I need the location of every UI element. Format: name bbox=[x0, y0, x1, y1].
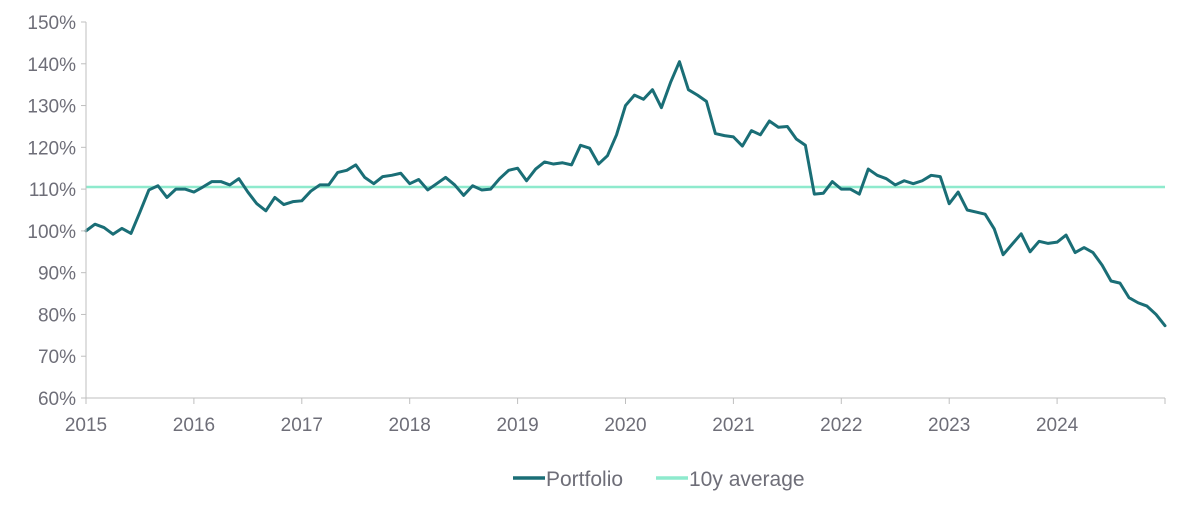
y-tick-label: 110% bbox=[29, 180, 76, 201]
y-tick-label: 90% bbox=[38, 264, 76, 285]
x-tick-label: 2016 bbox=[173, 415, 215, 436]
series-line-portfolio bbox=[84, 60, 1167, 328]
legend-label-portfolio: Portfolio bbox=[546, 468, 623, 491]
axes: 60% 70% 80% 90% 100% 110% 120% 130% 140% 150% 2015… bbox=[27, 13, 1166, 436]
y-tick-label: 150% bbox=[27, 13, 76, 34]
y-tick-label: 60% bbox=[38, 389, 76, 410]
y-tick-label: 100% bbox=[27, 222, 76, 243]
x-tick-label: 2017 bbox=[281, 415, 323, 436]
x-tick-label: 2023 bbox=[928, 415, 970, 436]
legend-label-10y-average: 10y average bbox=[689, 468, 805, 491]
x-tick-label: 2022 bbox=[820, 415, 862, 436]
x-tick-label: 2020 bbox=[604, 415, 646, 436]
y-tick-label: 70% bbox=[38, 347, 76, 368]
x-tick-label: 2019 bbox=[496, 415, 538, 436]
plot-area bbox=[84, 60, 1167, 328]
y-tick-label: 140% bbox=[27, 55, 76, 76]
y-tick-label: 80% bbox=[38, 305, 76, 326]
legend: Portfolio 10y average bbox=[513, 468, 805, 491]
y-tick-label: 130% bbox=[27, 97, 76, 118]
x-tick-label: 2018 bbox=[389, 415, 431, 436]
x-tick-label: 2015 bbox=[65, 415, 107, 436]
x-tick-label: 2024 bbox=[1036, 415, 1079, 436]
y-tick-label: 120% bbox=[27, 138, 76, 159]
x-tick-label: 2021 bbox=[712, 415, 754, 436]
